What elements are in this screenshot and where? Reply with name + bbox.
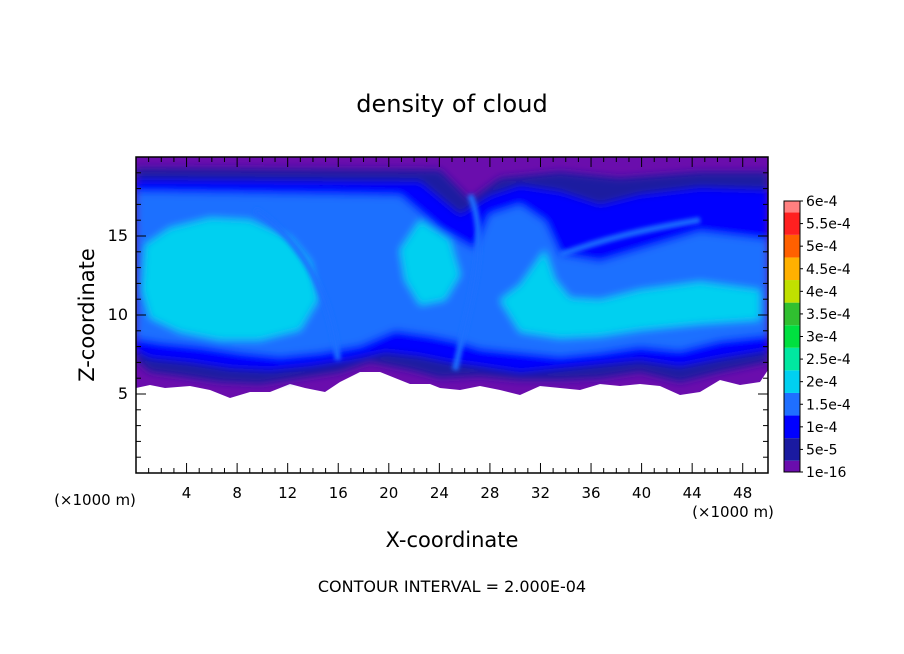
x-axis-label: X-coordinate — [386, 528, 519, 552]
colorbar-label: 5.5e-4 — [806, 217, 851, 233]
colorbar-label: 5e-5 — [806, 442, 837, 458]
contour-interval: CONTOUR INTERVAL = 2.000E-04 — [318, 577, 586, 596]
x-tick-label: 48 — [733, 484, 752, 502]
colorbar-label: 3.5e-4 — [806, 307, 851, 323]
colorbar-swatch — [784, 370, 800, 393]
colorbar-swatch — [784, 460, 800, 472]
x-tick-label: 16 — [329, 484, 348, 502]
colorbar-label: 1.5e-4 — [806, 397, 851, 413]
density-field — [136, 157, 768, 473]
x-tick-label: 32 — [531, 484, 550, 502]
colorbar-swatch — [784, 234, 800, 258]
colorbar-swatch — [784, 302, 800, 326]
x-tick-label: 20 — [379, 484, 398, 502]
x-tick-label: 8 — [232, 484, 242, 502]
colorbar-label: 4.5e-4 — [806, 262, 851, 278]
colorbar-label: 1e-16 — [806, 465, 846, 481]
filament — [452, 193, 482, 371]
colorbar-swatch — [784, 201, 800, 213]
y-tick-label: 15 — [108, 226, 128, 245]
x-axis-ticks: 4 8 12 16 20 24 28 32 36 40 44 48 — [148, 157, 756, 502]
colorbar: 1e-16 5e-5 1e-4 1.5e-4 2e-4 2.5e-4 3e-4 3.5e-4 4… — [783, 194, 851, 481]
x-tick-label: 12 — [278, 484, 297, 502]
colorbar-swatch — [784, 325, 800, 348]
colorbar-label: 3e-4 — [806, 330, 838, 346]
colorbar-label: 2e-4 — [806, 375, 838, 391]
colorbar-label: 4e-4 — [806, 284, 838, 300]
colorbar-swatch — [784, 415, 800, 439]
colorbar-label: 1e-4 — [806, 420, 838, 436]
y-axis-label: Z-coordinate — [75, 248, 99, 382]
colorbar-swatch — [784, 347, 800, 371]
x-unit-label-right: (×1000 m) — [692, 503, 774, 521]
colorbar-label: 6e-4 — [806, 194, 838, 210]
colorbar-swatch — [784, 438, 800, 461]
filament — [253, 207, 341, 361]
x-unit-label-left: (×1000 m) — [54, 491, 136, 509]
chart-title: density of cloud — [356, 90, 547, 118]
y-tick-label: 5 — [118, 384, 128, 403]
colorbar-swatch — [784, 257, 800, 281]
x-tick-label: 24 — [430, 484, 449, 502]
x-tick-label: 44 — [683, 484, 702, 502]
x-tick-label: 40 — [632, 484, 651, 502]
colorbar-label: 2.5e-4 — [806, 352, 851, 368]
x-tick-label: 28 — [480, 484, 499, 502]
colorbar-swatch — [784, 212, 800, 235]
colorbar-label: 5e-4 — [806, 239, 838, 255]
colorbar-swatch — [784, 392, 800, 416]
y-tick-label: 10 — [108, 305, 128, 324]
filament — [558, 217, 701, 258]
x-tick-label: 36 — [581, 484, 600, 502]
colorbar-swatch — [784, 280, 800, 303]
y-axis-ticks: 5 10 15 — [108, 172, 768, 458]
x-tick-label: 4 — [182, 484, 192, 502]
